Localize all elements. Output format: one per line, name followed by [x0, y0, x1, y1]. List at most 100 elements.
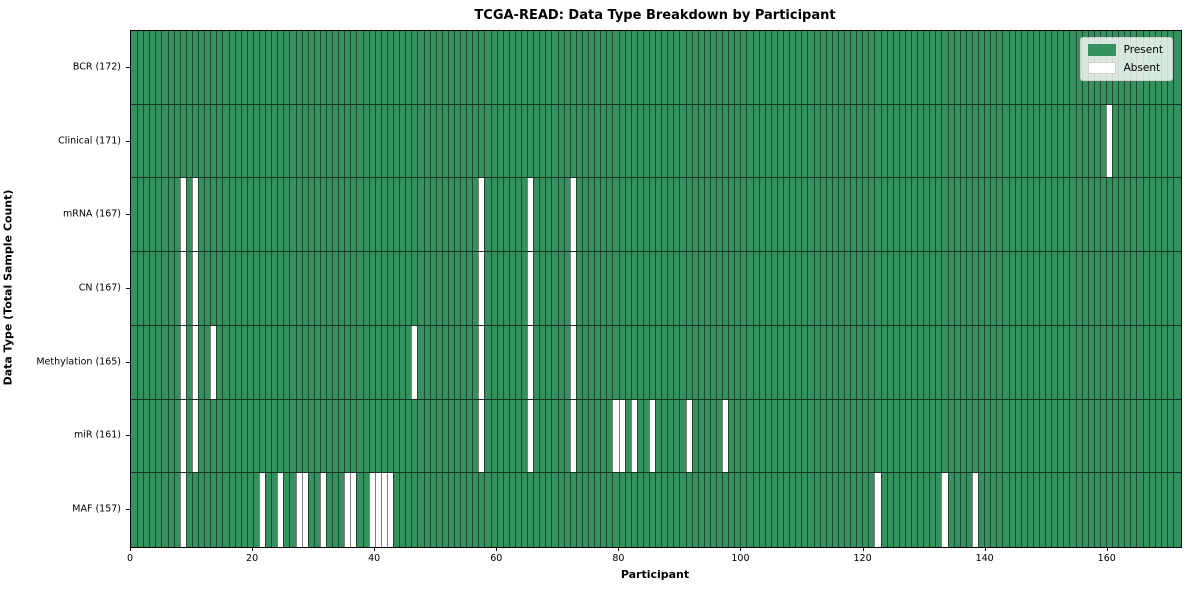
heatmap-cell	[874, 178, 881, 252]
heatmap-cell	[807, 252, 814, 325]
heatmap-cell	[661, 31, 668, 104]
heatmap-cell	[228, 104, 235, 178]
heatmap-cell	[332, 473, 339, 547]
heatmap-cell	[1045, 325, 1052, 399]
heatmap-cell	[356, 325, 363, 399]
heatmap-cell	[191, 104, 199, 178]
heatmap-cell	[667, 325, 674, 399]
heatmap-cell	[326, 104, 333, 178]
heatmap-cell	[484, 473, 491, 547]
heatmap-cell	[301, 178, 308, 252]
heatmap-cell	[953, 399, 960, 473]
heatmap-cell	[703, 178, 710, 252]
heatmap-cell	[612, 252, 619, 325]
y-tick-mark	[126, 140, 130, 142]
heatmap-cell	[600, 31, 607, 104]
heatmap-cell	[880, 473, 887, 547]
heatmap-cell	[161, 252, 168, 325]
heatmap-cell	[167, 252, 174, 325]
heatmap-cell	[801, 399, 808, 473]
heatmap-cell	[246, 325, 253, 399]
heatmap-cell	[527, 325, 534, 399]
heatmap-cell	[819, 252, 826, 325]
heatmap-cell	[685, 325, 692, 399]
x-tick-mark	[740, 547, 742, 551]
heatmap-cell	[624, 325, 631, 399]
heatmap-cell	[155, 31, 162, 104]
heatmap-cell	[1032, 252, 1039, 325]
heatmap-cell	[1038, 178, 1046, 252]
heatmap-cell	[447, 473, 454, 547]
heatmap-cell	[697, 252, 704, 325]
heatmap-cell	[1124, 473, 1131, 547]
heatmap-cell	[648, 325, 656, 399]
heatmap-cell	[393, 178, 400, 252]
x-tick-label: 60	[490, 553, 503, 564]
heatmap-cell	[155, 252, 162, 325]
heatmap-cell	[935, 325, 942, 399]
heatmap-cell	[344, 178, 351, 252]
heatmap-cell	[868, 399, 875, 473]
heatmap-cell	[929, 325, 936, 399]
heatmap-cell	[606, 399, 613, 473]
heatmap-cell	[1020, 473, 1027, 547]
heatmap-cell	[453, 473, 461, 547]
heatmap-cell	[813, 252, 820, 325]
heatmap-cell	[612, 399, 619, 473]
heatmap-cell	[770, 399, 777, 473]
y-tick-mark	[126, 214, 130, 216]
heatmap-cell	[880, 178, 887, 252]
heatmap-cell	[929, 252, 936, 325]
heatmap-cell	[204, 31, 211, 104]
heatmap-cell	[149, 104, 156, 178]
heatmap-cell	[655, 325, 662, 399]
heatmap-cell	[588, 473, 595, 547]
heatmap-cell	[307, 325, 314, 399]
heatmap-cell	[1154, 178, 1161, 252]
heatmap-cell	[709, 252, 716, 325]
heatmap-cell	[1075, 473, 1082, 547]
heatmap-cell	[575, 325, 582, 399]
heatmap-cell	[941, 31, 948, 104]
legend-item-present: Present	[1087, 44, 1163, 56]
heatmap-cell	[843, 399, 851, 473]
heatmap-cell	[990, 252, 997, 325]
heatmap-cell	[252, 252, 259, 325]
heatmap-cell	[904, 252, 911, 325]
heatmap-cell	[185, 178, 192, 252]
heatmap-cell	[545, 31, 552, 104]
heatmap-cell	[563, 31, 570, 104]
heatmap-cell	[167, 104, 174, 178]
heatmap-cell	[557, 325, 564, 399]
heatmap-cell	[728, 178, 735, 252]
heatmap-cell	[819, 31, 826, 104]
heatmap-cell	[740, 399, 747, 473]
heatmap-cell	[417, 104, 424, 178]
heatmap-cell	[709, 325, 716, 399]
heatmap-cell	[1020, 325, 1027, 399]
heatmap-cell	[332, 31, 339, 104]
heatmap-cell	[978, 325, 985, 399]
heatmap-cell	[1118, 178, 1125, 252]
heatmap-cell	[716, 104, 723, 178]
heatmap-cell	[1045, 104, 1052, 178]
heatmap-cell	[496, 178, 503, 252]
heatmap-cell	[539, 104, 546, 178]
heatmap-cell	[569, 178, 576, 252]
heatmap-cell	[240, 31, 247, 104]
heatmap-cell	[770, 473, 777, 547]
heatmap-cell	[630, 325, 637, 399]
heatmap-cell	[435, 252, 442, 325]
heatmap-cell	[1173, 104, 1180, 178]
heatmap-cell	[283, 325, 290, 399]
heatmap-cell	[1112, 104, 1119, 178]
heatmap-cell	[837, 178, 844, 252]
heatmap-cell	[301, 399, 308, 473]
heatmap-cell	[898, 252, 905, 325]
heatmap-cell	[1112, 178, 1119, 252]
heatmap-cell	[1081, 104, 1088, 178]
heatmap-cell	[143, 325, 150, 399]
heatmap-cell	[527, 104, 534, 178]
heatmap-cell	[965, 104, 972, 178]
heatmap-cell	[1038, 399, 1046, 473]
